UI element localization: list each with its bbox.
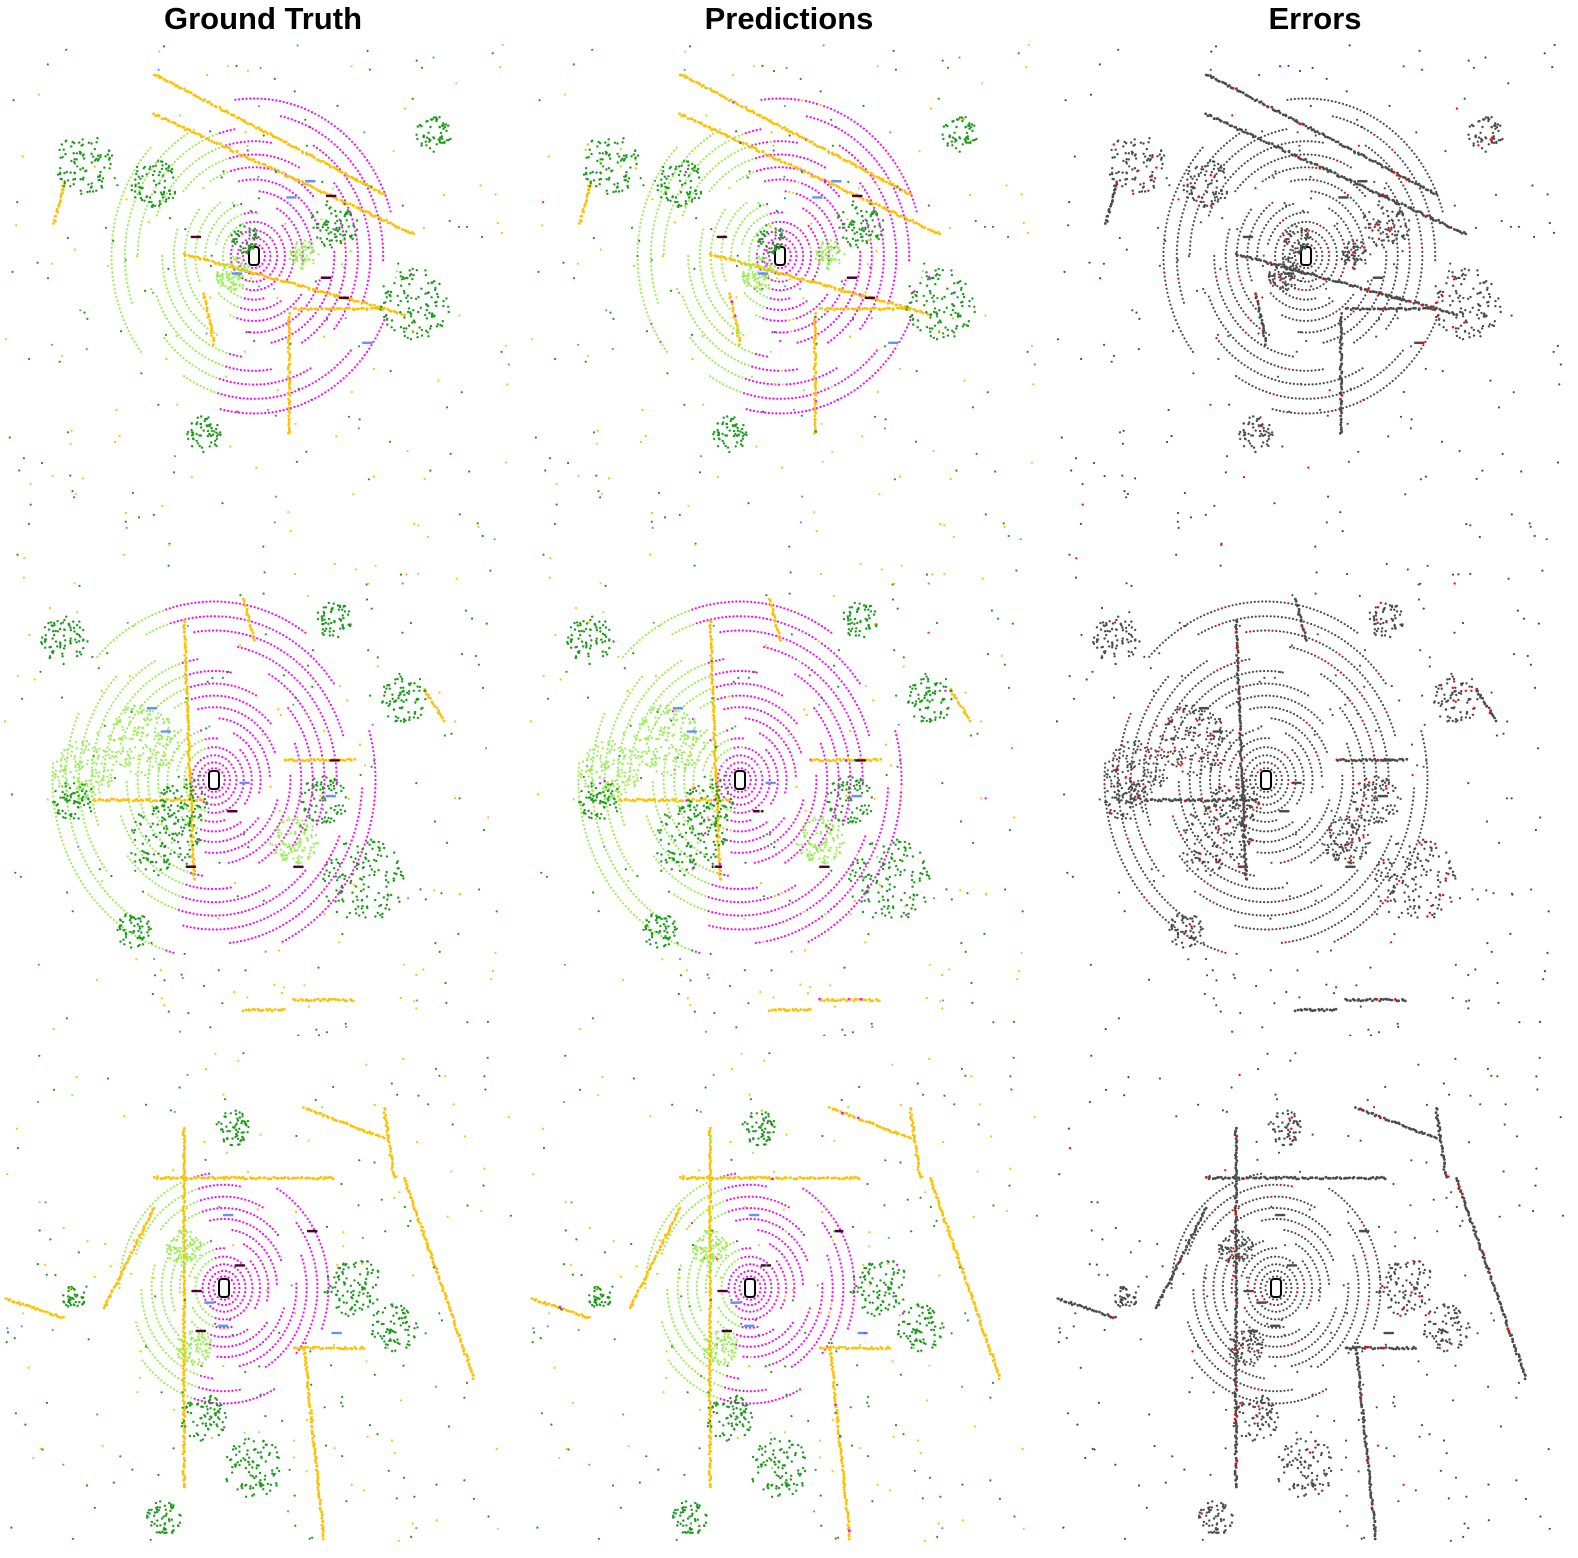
point-cloud-gt-3 [4,1052,512,1542]
column-title-ground-truth: Ground Truth [0,0,526,38]
column-title-errors: Errors [1052,0,1578,38]
point-cloud-gt-2 [4,542,498,1036]
err-scene-2 [1056,540,1564,1036]
point-cloud-err-3 [1056,1052,1564,1542]
point-cloud-gt-1 [4,44,510,540]
point-cloud-pred-3 [530,1052,1038,1542]
err-scene-1 [1056,44,1564,540]
gt-scene-2 [4,540,512,1036]
gt-scene-1 [4,44,512,540]
point-cloud-pred-1 [530,44,1036,540]
pred-scene-3 [530,1048,1038,1544]
point-cloud-pred-2 [530,542,1024,1036]
gt-scene-3 [4,1048,512,1544]
pred-scene-1 [530,44,1038,540]
column-title-predictions: Predictions [526,0,1052,38]
err-scene-3 [1056,1048,1564,1544]
point-cloud-err-2 [1056,542,1550,1036]
point-cloud-err-1 [1056,44,1562,540]
pred-scene-2 [530,540,1038,1036]
